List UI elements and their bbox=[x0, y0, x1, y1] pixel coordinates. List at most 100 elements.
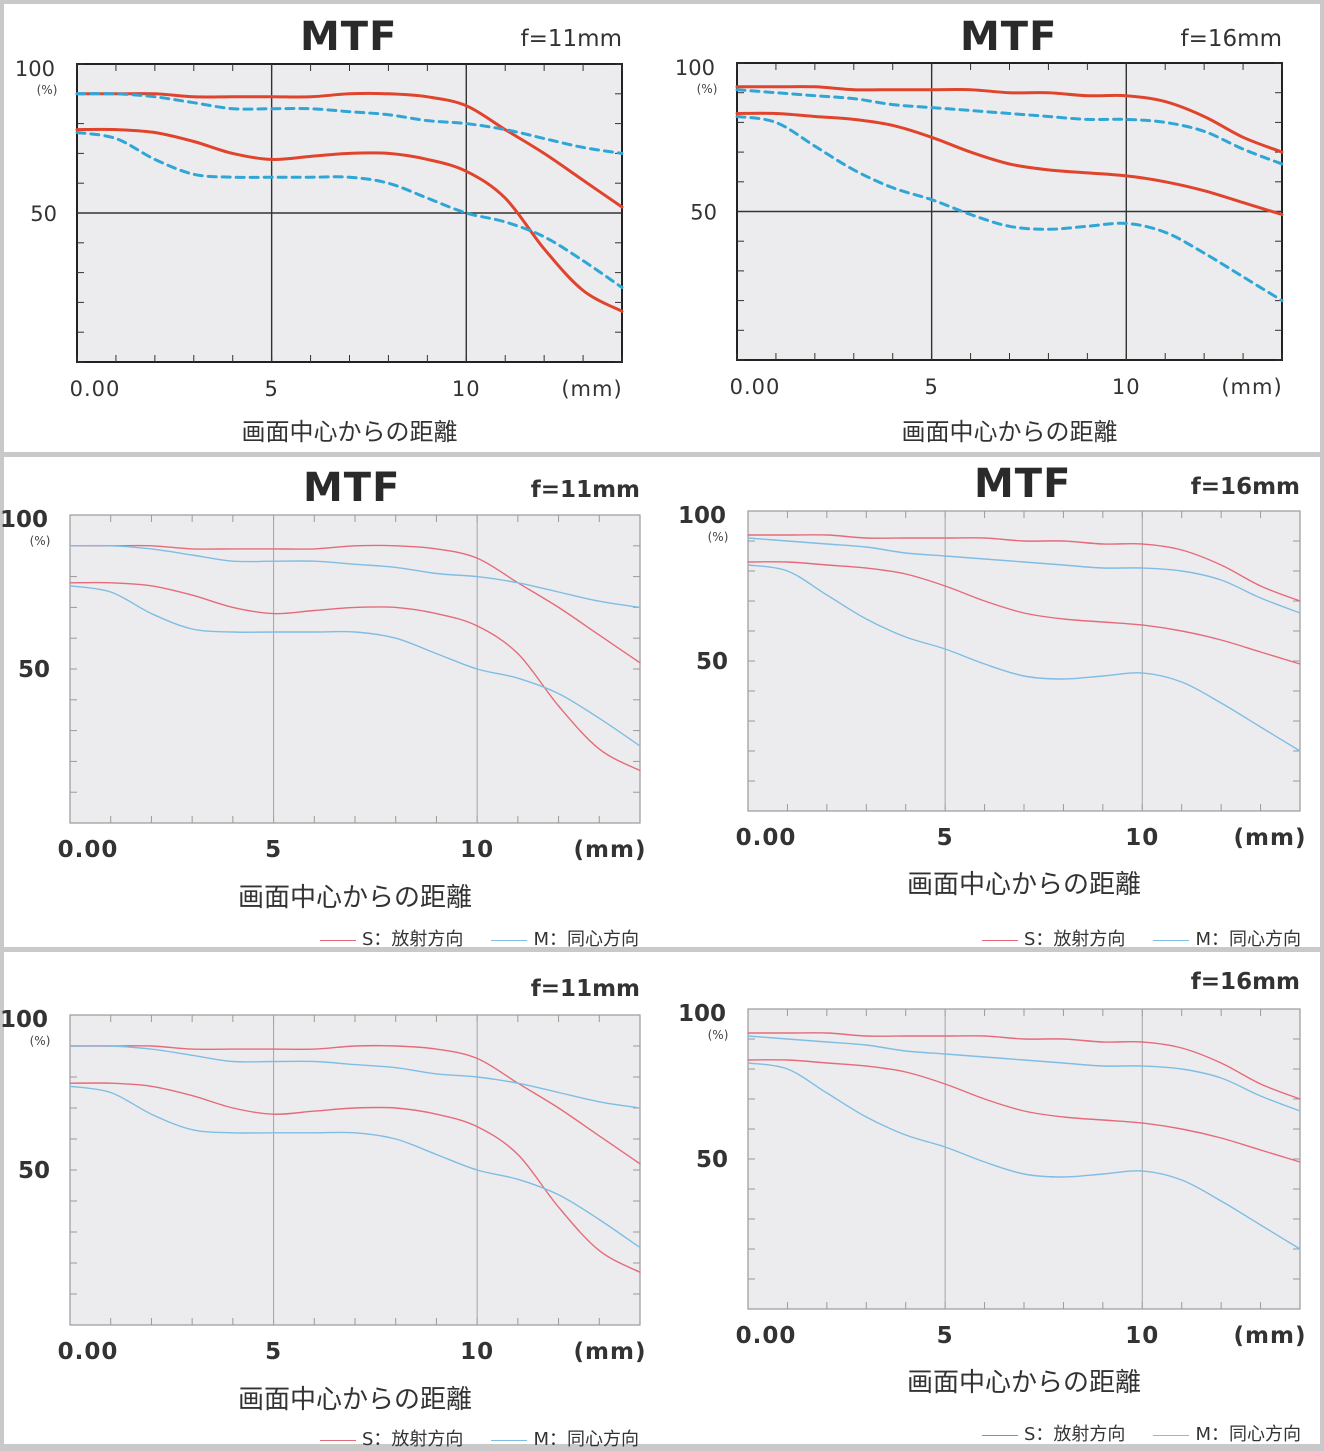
plot-area bbox=[747, 1008, 1301, 1310]
sagittal-line-0 bbox=[735, 85, 1284, 154]
sagittal-line-2 bbox=[735, 111, 1284, 216]
focal-length-label: f=16mm bbox=[1190, 474, 1300, 500]
sagittal-line-2 bbox=[75, 127, 624, 313]
x-tick-label: 10 bbox=[1125, 825, 1159, 851]
mtf-title: MTF bbox=[300, 14, 398, 60]
y-unit-label: (%) bbox=[30, 534, 51, 548]
meridional-line-3 bbox=[747, 564, 1301, 752]
x-axis-label: 画面中心からの距離 bbox=[901, 418, 1118, 446]
x-tick-label: (mm) bbox=[574, 1339, 647, 1365]
y-tick-label-100: 100 bbox=[0, 507, 48, 533]
mtf-chart-r2-right: 0.00 5 10 (mm) 100(%) 50 bbox=[678, 503, 1306, 851]
legend-label-m: M：同心方向 bbox=[1195, 1424, 1301, 1445]
legend-swatch-s bbox=[320, 939, 356, 941]
legend-label-s: S：放射方向 bbox=[1024, 1424, 1126, 1445]
legend-label-s: S：放射方向 bbox=[362, 929, 464, 950]
x-axis-label: 画面中心からの距離 bbox=[241, 418, 458, 446]
x-tick-label: 5 bbox=[937, 825, 954, 851]
mtf-panel-r3-left: f=11mm 0.00 5 10 (mm) 100 (%) 50 画面中心からの距離 S：放… bbox=[0, 952, 662, 1450]
legend-label-m: M：同心方向 bbox=[1195, 929, 1301, 950]
y-tick-label-50: 50 bbox=[18, 1158, 50, 1184]
legend-label-m: M：同心方向 bbox=[533, 1429, 639, 1450]
x-tick-label: 5 bbox=[265, 837, 282, 863]
legend-item-s: S：放射方向 bbox=[320, 1425, 463, 1451]
legend-item-m: M：同心方向 bbox=[1153, 1420, 1301, 1446]
meridional-line-3 bbox=[747, 1062, 1301, 1250]
mtf-panel-r2-left: MTF f=11mm 0.00 5 10 (mm) 100 (%) 50 画面中心からの距離… bbox=[0, 457, 662, 950]
legend-swatch-m bbox=[491, 939, 528, 941]
focal-length-label: f=11mm bbox=[520, 26, 622, 52]
mtf-panel-r1-left: MTF f=11mm 0.00 5 10 (mm) 100 (%) 50 画面中心からの距離 bbox=[0, 0, 662, 452]
meridional-line-1 bbox=[69, 1045, 641, 1109]
mtf-chart-r1-left: 0.00 5 10 (mm) 100 (%) 50 bbox=[15, 57, 624, 401]
sagittal-line-0 bbox=[747, 1032, 1301, 1100]
legend-item-m: M：同心方向 bbox=[1153, 925, 1301, 951]
legend: S：放射方向 M：同心方向 bbox=[320, 1425, 667, 1451]
legend-label-m: M：同心方向 bbox=[533, 929, 639, 950]
y-unit-label: (%) bbox=[37, 83, 58, 97]
x-tick-label: 10 bbox=[1125, 1323, 1159, 1349]
meridional-line-3 bbox=[69, 1085, 641, 1249]
mtf-title: MTF bbox=[303, 465, 401, 511]
y-tick-label-100: 100 bbox=[678, 1001, 726, 1027]
plot-area bbox=[69, 514, 641, 824]
x-tick-label: 10 bbox=[460, 837, 494, 863]
sagittal-line-0 bbox=[69, 544, 641, 664]
y-unit-label: (%) bbox=[697, 82, 718, 96]
x-tick-label: (mm) bbox=[561, 377, 622, 401]
legend-item-s: S：放射方向 bbox=[982, 925, 1125, 951]
legend: S：放射方向 M：同心方向 bbox=[982, 925, 1324, 951]
y-tick-label-50: 50 bbox=[696, 1147, 728, 1173]
meridional-line-1 bbox=[747, 537, 1301, 614]
meridional-line-1 bbox=[69, 544, 641, 609]
plot-area bbox=[69, 1014, 641, 1326]
legend-swatch-m bbox=[1153, 939, 1190, 941]
mtf-title: MTF bbox=[974, 461, 1072, 507]
y-unit-label: (%) bbox=[708, 1028, 729, 1042]
focal-length-label: f=11mm bbox=[530, 976, 640, 1002]
x-tick-label: 0.00 bbox=[736, 1323, 797, 1349]
meridional-line-1 bbox=[735, 88, 1284, 166]
focal-length-label: f=16mm bbox=[1180, 26, 1282, 52]
y-tick-label-50: 50 bbox=[18, 657, 50, 683]
mtf-title: MTF bbox=[960, 14, 1058, 60]
x-tick-label: 5 bbox=[264, 377, 278, 401]
y-tick-label-100: 100 bbox=[678, 503, 726, 529]
mtf-chart-r3-left: 0.00 5 10 (mm) 100(%) 50 bbox=[0, 1007, 647, 1365]
legend-label-s: S：放射方向 bbox=[362, 1429, 464, 1450]
x-tick-label: (mm) bbox=[1234, 1323, 1307, 1349]
x-axis-label: 画面中心からの距離 bbox=[237, 883, 472, 913]
meridional-line-3 bbox=[75, 131, 624, 289]
mtf-chart-r3-right: 0.00 5 10 (mm) 100(%) 50 bbox=[678, 1001, 1307, 1349]
plot-area bbox=[747, 510, 1301, 812]
x-tick-label: 0.00 bbox=[58, 1339, 119, 1365]
mtf-panel-r3-right: f=16mm 0.00 5 10 (mm) 100 (%) 50 画面中心からの距離 S：放… bbox=[662, 952, 1324, 1446]
x-tick-label: 10 bbox=[460, 1339, 494, 1365]
sagittal-line-0 bbox=[747, 534, 1301, 602]
legend-item-s: S：放射方向 bbox=[982, 1420, 1125, 1446]
meridional-line-3 bbox=[69, 585, 641, 747]
legend-swatch-m bbox=[1153, 1434, 1190, 1436]
y-tick-label-50: 50 bbox=[30, 202, 57, 226]
sagittal-line-2 bbox=[747, 561, 1301, 665]
legend: S：放射方向 M：同心方向 bbox=[320, 925, 667, 951]
mtf-panel-r2-right: MTF f=16mm 0.00 5 10 (mm) 100 (%) 50 画面中心からの距離… bbox=[662, 457, 1324, 950]
x-tick-label: (mm) bbox=[574, 837, 647, 863]
x-axis-label: 画面中心からの距離 bbox=[237, 1385, 472, 1415]
sagittal-line-2 bbox=[69, 581, 641, 772]
mtf-chart-r1-right: 0.00 5 10 (mm) 100 (%) 50 bbox=[675, 56, 1284, 399]
x-axis-label: 画面中心からの距離 bbox=[906, 870, 1141, 900]
y-tick-label-50: 50 bbox=[696, 649, 728, 675]
mtf-chart-r2-left: 0.00 5 10 (mm) 100(%) 50 bbox=[0, 507, 647, 863]
y-unit-label: (%) bbox=[708, 530, 729, 544]
sagittal-line-2 bbox=[747, 1059, 1301, 1163]
focal-length-label: f=16mm bbox=[1190, 969, 1300, 995]
legend: S：放射方向 M：同心方向 bbox=[982, 1420, 1324, 1446]
x-tick-label: 0.00 bbox=[58, 837, 119, 863]
x-tick-label: (mm) bbox=[1221, 375, 1282, 399]
legend-swatch-s bbox=[982, 1434, 1018, 1436]
sagittal-line-0 bbox=[75, 91, 624, 209]
mtf-panel-r1-right: MTF f=16mm 0.00 5 10 (mm) 100 (%) 50 画面中心からの距離 bbox=[662, 0, 1324, 452]
x-tick-label: 10 bbox=[452, 377, 481, 401]
x-tick-label: 10 bbox=[1112, 375, 1141, 399]
